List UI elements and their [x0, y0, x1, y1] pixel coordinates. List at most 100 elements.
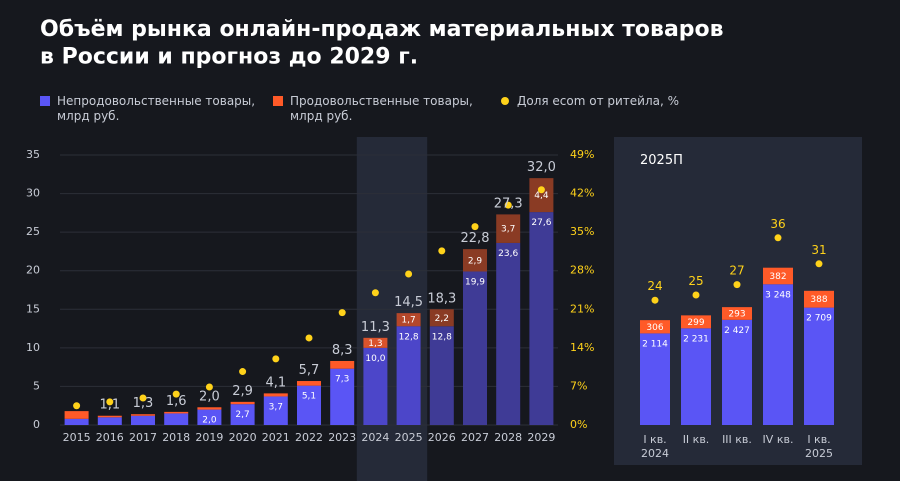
bar — [763, 267, 793, 285]
bar — [64, 411, 89, 419]
x-tick-label: 2025 — [395, 431, 423, 444]
share-dot — [371, 289, 379, 297]
bar — [529, 178, 554, 213]
share-dot — [239, 368, 247, 376]
bar — [429, 326, 454, 425]
total-label: 2,0 — [199, 389, 220, 404]
x-tick-label: 2022 — [295, 431, 323, 444]
x-tick-label: 2015 — [63, 431, 91, 444]
bar-value-label: 2 427 — [724, 325, 750, 335]
bar-value-label: 2 231 — [683, 334, 709, 344]
total-label: 1,3 — [133, 396, 154, 411]
bar-value-label: 293 — [728, 309, 745, 319]
total-label: 27,3 — [494, 196, 523, 211]
bar — [722, 319, 752, 425]
x-tick-label: 2019 — [195, 431, 223, 444]
y-tick-label: 20 — [26, 264, 40, 277]
legend-label: Непродовольственные товары, млрд руб. — [57, 94, 255, 123]
bar — [640, 333, 670, 425]
y2-tick-label: 21% — [570, 302, 594, 315]
bar-value-label: 10,0 — [365, 353, 385, 363]
y2-tick-label: 0% — [570, 418, 587, 431]
total-label: 5,7 — [299, 363, 320, 378]
total-label: 14,5 — [394, 295, 423, 310]
bar — [763, 284, 793, 425]
share-dot — [172, 390, 180, 398]
share-dot — [471, 223, 479, 231]
bar-value-label: 7,3 — [335, 374, 349, 384]
bar-value-label: 2 709 — [806, 313, 832, 323]
y-tick-label: 35 — [26, 148, 40, 161]
bar — [496, 242, 521, 425]
x-tick-label: IV кв. — [763, 433, 794, 446]
y2-tick-label: 7% — [570, 379, 587, 392]
total-label: 11,3 — [361, 319, 390, 334]
bar — [131, 414, 155, 416]
bar — [97, 415, 122, 418]
y2-tick-label: 42% — [570, 187, 594, 200]
legend-marker — [501, 97, 509, 105]
share-dot — [692, 291, 700, 299]
bar — [197, 407, 222, 410]
bar — [396, 326, 421, 425]
bar — [463, 249, 487, 272]
bar — [297, 385, 321, 425]
bar-value-label: 4,4 — [534, 191, 549, 201]
bar — [681, 315, 711, 329]
share-dot — [272, 355, 280, 363]
y-tick-label: 0 — [33, 418, 40, 431]
y-tick-label: 25 — [26, 225, 40, 238]
y-tick-label: 5 — [33, 379, 40, 392]
share-dot — [205, 383, 213, 391]
x-tick-label: 2023 — [328, 431, 356, 444]
x-tick-label: I кв. 2025 — [805, 433, 833, 460]
bar-value-label: 388 — [810, 295, 827, 305]
y-tick-label: 10 — [26, 341, 40, 354]
y-tick-label: 15 — [26, 302, 40, 315]
bar — [64, 418, 89, 425]
bar-value-label: 1,3 — [368, 338, 382, 348]
bar — [463, 271, 487, 425]
bar — [529, 212, 554, 425]
share-dot — [438, 247, 446, 255]
y2-tick-label: 35% — [570, 225, 594, 238]
share-dot — [73, 402, 81, 410]
x-tick-label: 2024 — [361, 431, 389, 444]
bar-value-label: 27,6 — [531, 218, 551, 228]
share-dot — [139, 394, 147, 402]
legend-label: Доля ecom от ритейла, % — [517, 94, 679, 108]
bar — [230, 401, 255, 405]
share-label: 24 — [647, 279, 662, 293]
bar — [429, 309, 454, 327]
x-tick-label: 2016 — [96, 431, 124, 444]
total-label: 1,6 — [166, 393, 187, 408]
y2-tick-label: 14% — [570, 341, 594, 354]
bar-value-label: 3 248 — [765, 290, 791, 300]
bar-value-label: 2,2 — [435, 313, 449, 323]
share-dot — [504, 201, 512, 209]
bar — [131, 415, 155, 425]
share-label: 25 — [688, 274, 703, 288]
bar-value-label: 382 — [769, 271, 786, 281]
bar-value-label: 23,6 — [498, 248, 518, 258]
bar — [97, 417, 122, 425]
x-tick-label: 2017 — [129, 431, 157, 444]
bar-value-label: 3,7 — [269, 402, 283, 412]
bar-value-label: 19,9 — [465, 277, 485, 287]
total-label: 22,8 — [461, 231, 490, 246]
bar — [330, 368, 355, 425]
bar — [396, 313, 421, 327]
total-label: 1,1 — [99, 397, 120, 412]
bar-value-label: 12,8 — [432, 332, 452, 342]
bar-value-label: 2,9 — [468, 256, 483, 266]
bar — [164, 413, 189, 425]
panel-title: 2025П — [640, 153, 683, 168]
y-tick-label: 30 — [26, 187, 40, 200]
share-dot — [733, 281, 741, 289]
chart-title: Объём рынка онлайн-продаж материальных т… — [40, 17, 724, 70]
total-label: 32,0 — [527, 160, 556, 175]
x-tick-label: 2029 — [527, 431, 555, 444]
bar — [363, 347, 388, 425]
share-dot — [651, 296, 659, 304]
bar — [681, 328, 711, 425]
